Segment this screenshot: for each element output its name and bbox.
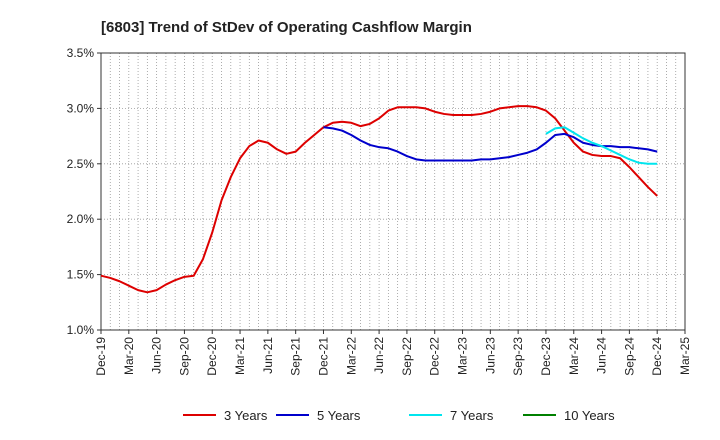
x-tick-label: Sep-20 xyxy=(177,337,191,376)
y-tick-label: 3.0% xyxy=(67,101,95,115)
legend-label: 7 Years xyxy=(450,408,494,423)
x-tick-label: Sep-23 xyxy=(511,337,525,376)
x-tick-label: Dec-22 xyxy=(428,337,442,376)
x-tick-label: Dec-21 xyxy=(316,337,330,376)
series-line-7-years xyxy=(545,126,658,165)
axes: 3.5% 3.0% 2.5% 2.0% 1.5% 1.0%Dec-19 Mar-20 Jun-… xyxy=(67,46,692,376)
x-tick-label: Jun-21 xyxy=(261,337,275,374)
x-tick-label: Dec-24 xyxy=(650,337,664,376)
y-tick-label: 1.0% xyxy=(67,323,95,337)
plot-frame xyxy=(100,52,686,331)
x-tick-label: Dec-19 xyxy=(94,337,108,376)
x-tick-label: Mar-23 xyxy=(456,337,470,375)
x-tick-label: Jun-22 xyxy=(372,337,386,374)
legend-label: 3 Years xyxy=(224,408,268,423)
grid xyxy=(100,52,686,331)
x-tick-label: Mar-25 xyxy=(678,337,692,375)
x-tick-label: Jun-24 xyxy=(595,337,609,374)
x-tick-label: Sep-22 xyxy=(400,337,414,376)
y-tick-label: 1.5% xyxy=(67,268,95,282)
x-tick-label: Mar-20 xyxy=(122,337,136,375)
y-tick-label: 3.5% xyxy=(67,46,95,60)
legend-label: 10 Years xyxy=(564,408,615,423)
y-tick-label: 2.0% xyxy=(67,212,95,226)
legend: 3 Years 5 Years 7 Years 10 Years xyxy=(183,408,615,423)
x-tick-label: Dec-20 xyxy=(205,337,219,376)
x-tick-label: Mar-21 xyxy=(233,337,247,375)
x-tick-label: Mar-24 xyxy=(567,337,581,375)
x-tick-label: Sep-24 xyxy=(622,337,636,376)
x-tick-label: Dec-23 xyxy=(539,337,553,376)
chart-title: [6803] Trend of StDev of Operating Cashf… xyxy=(101,19,472,36)
y-tick-label: 2.5% xyxy=(67,157,95,171)
legend-label: 5 Years xyxy=(317,408,361,423)
x-tick-label: Sep-21 xyxy=(289,337,303,376)
series-lines xyxy=(100,105,658,294)
series-line-3-years xyxy=(100,105,658,294)
x-tick-label: Jun-20 xyxy=(150,337,164,374)
x-tick-label: Mar-22 xyxy=(344,337,358,375)
x-tick-label: Jun-23 xyxy=(483,337,497,374)
